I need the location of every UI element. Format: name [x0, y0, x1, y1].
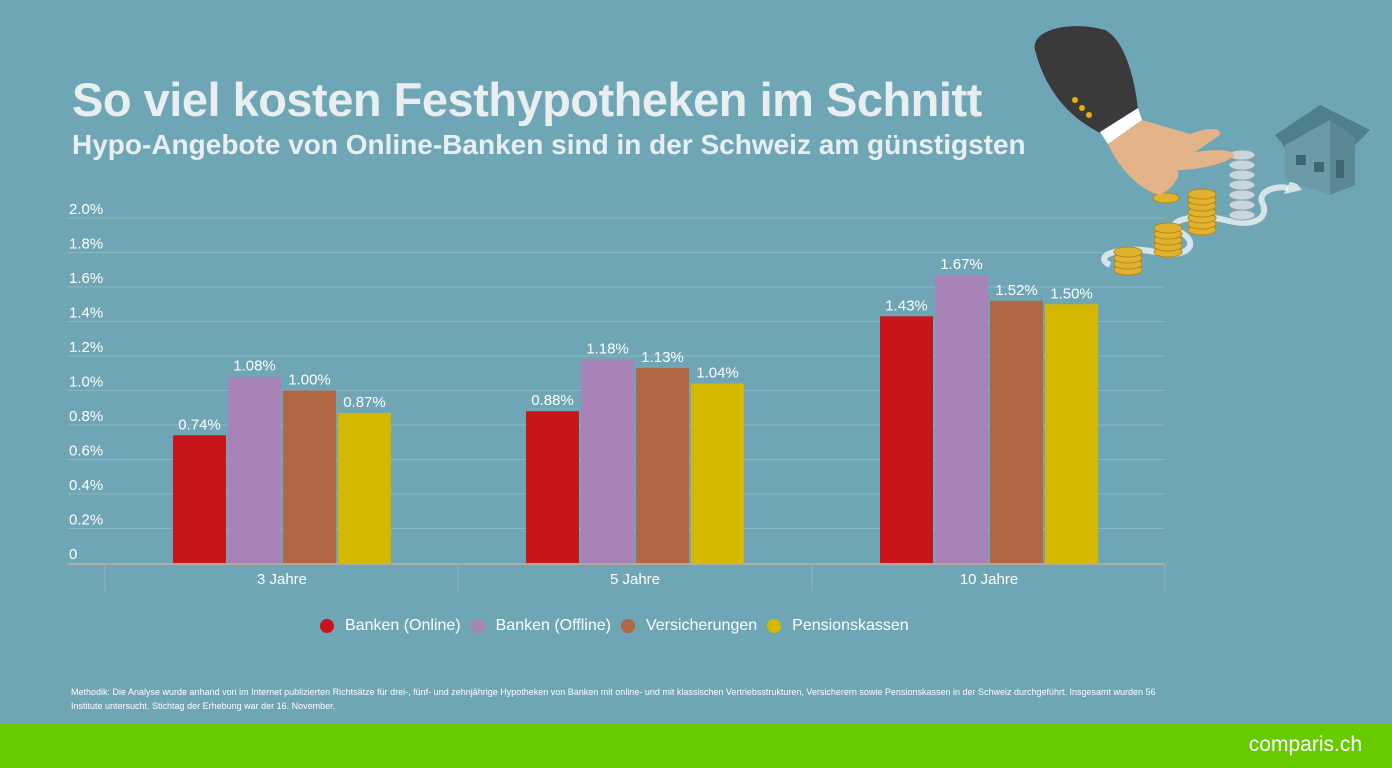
bar	[880, 316, 933, 563]
y-tick-label: 0.6%	[69, 443, 103, 460]
y-tick-label: 1.4%	[69, 305, 103, 322]
data-label: 1.04%	[696, 365, 739, 382]
chart-title: So viel kosten Festhypotheken im Schnitt	[72, 73, 982, 126]
data-label: 1.00%	[288, 372, 331, 389]
brand-logo: comparis.ch	[1248, 733, 1362, 756]
bar	[636, 368, 689, 563]
y-tick-label: 0.4%	[69, 477, 103, 494]
hand-coins-house-illustration	[1034, 26, 1370, 276]
y-tick-label: 1.2%	[69, 339, 103, 356]
legend-item: Banken (Online)	[320, 617, 461, 635]
y-tick-label: 1.8%	[69, 236, 103, 253]
y-tick-label: 0.8%	[69, 408, 103, 425]
bar-chart: 0 0.2% 0.4% 0.6% 0.8% 1.0% 1.2% 1.4% 1.6% 1.8% 2.0…	[68, 201, 1166, 591]
y-tick-label: 1.6%	[69, 270, 103, 287]
legend-color-dot	[620, 619, 635, 633]
y-tick-label: 2.0%	[69, 201, 103, 218]
bar	[581, 359, 634, 563]
footer-bar: comparis.ch	[0, 723, 1392, 768]
methodology-footnote: Methodik: Die Analyse wurde anhand von i…	[71, 687, 1156, 711]
bar	[1045, 304, 1098, 563]
legend-color-dot	[767, 619, 782, 633]
house-icon	[1275, 105, 1370, 195]
y-tick-label: 1.0%	[69, 374, 103, 391]
legend: Banken (Online) Banken (Offline) Versicher…	[320, 617, 919, 635]
data-label: 1.13%	[641, 349, 684, 366]
legend-label: Versicherungen	[645, 617, 758, 634]
y-tick-label: 0.2%	[69, 512, 103, 529]
x-tick-label: 10 Jahre	[960, 571, 1018, 588]
legend-color-dot	[320, 619, 334, 633]
data-label: 1.52%	[995, 282, 1038, 299]
data-label: 1.67%	[940, 256, 983, 273]
data-label: 0.74%	[178, 416, 221, 433]
data-label: 1.18%	[586, 340, 629, 357]
bar	[526, 411, 579, 563]
x-tick-label: 3 Jahre	[257, 571, 307, 588]
bar	[935, 274, 988, 563]
legend-label: Banken (Offline)	[495, 617, 611, 634]
bar	[173, 435, 226, 563]
data-label: 0.88%	[531, 392, 574, 409]
legend-label: Pensionskassen	[792, 617, 909, 634]
bar	[691, 383, 744, 563]
hand-icon	[1034, 26, 1235, 195]
silver-coin-stack-icon	[1228, 149, 1256, 221]
data-label: 1.50%	[1050, 285, 1093, 302]
data-label: 0.87%	[343, 394, 386, 411]
bar	[990, 300, 1043, 563]
legend-label: Banken (Online)	[345, 617, 461, 634]
bar	[283, 390, 336, 563]
x-tick-label: 5 Jahre	[610, 571, 660, 588]
legend-item: Pensionskassen	[767, 617, 909, 635]
legend-item: Banken (Offline)	[470, 617, 611, 635]
bar	[228, 376, 281, 563]
chart-subtitle: Hypo-Angebote von Online-Banken sind in …	[72, 129, 1026, 160]
bar	[338, 412, 391, 563]
coin-stacks-icon	[1113, 188, 1217, 276]
legend-item: Versicherungen	[620, 617, 758, 635]
data-label: 1.43%	[885, 297, 928, 314]
y-tick-label: 0	[69, 546, 77, 563]
legend-color-dot	[470, 619, 485, 633]
data-label: 1.08%	[233, 358, 276, 375]
